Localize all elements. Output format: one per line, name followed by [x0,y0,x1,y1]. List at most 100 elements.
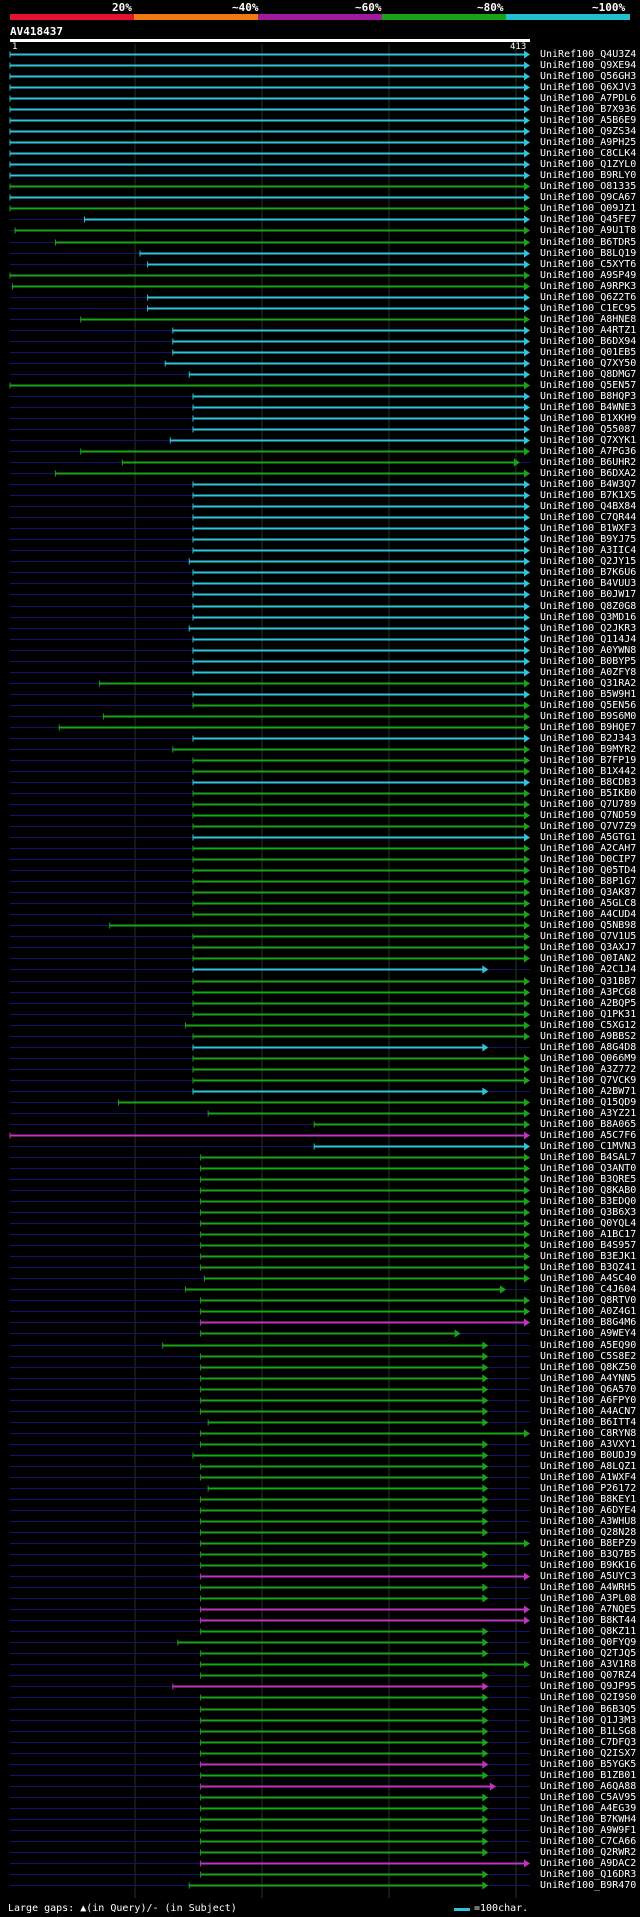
hit-row[interactable] [10,447,530,456]
hit-row[interactable] [9,171,530,180]
hit-label[interactable]: UniRef100_Q3AK87 [540,886,637,898]
hit-label[interactable]: UniRef100_B9R470 [540,1879,637,1891]
hit-row[interactable] [10,789,530,798]
hit-label[interactable]: UniRef100_B8LQ19 [540,247,637,259]
hit-row[interactable] [10,1429,530,1438]
hit-row[interactable] [10,877,530,886]
hit-row[interactable] [10,568,530,577]
hit-row[interactable] [10,1749,530,1758]
hit-label[interactable]: UniRef100_Q4BX84 [540,500,637,512]
hit-label[interactable]: UniRef100_A9W9F1 [540,1824,637,1836]
hit-row[interactable] [9,127,530,136]
hit-row[interactable] [10,392,530,401]
hit-row[interactable] [9,94,530,103]
hit-row[interactable] [9,381,530,390]
hit-row[interactable] [9,193,530,202]
hit-row[interactable] [10,690,530,699]
hit-row[interactable] [10,1881,530,1890]
hit-label[interactable]: UniRef100_A4WRH5 [540,1581,637,1593]
hit-row[interactable] [10,1032,530,1041]
hit-label[interactable]: UniRef100_Q8RTV0 [540,1294,637,1306]
hit-label[interactable]: UniRef100_Q8KAB0 [540,1184,637,1196]
hit-label[interactable]: UniRef100_A2BQP5 [540,997,637,1009]
hit-row[interactable] [10,1638,530,1647]
hit-row[interactable] [10,1550,530,1559]
hit-row[interactable] [10,326,530,335]
hit-row[interactable] [10,1274,530,1283]
hit-row[interactable] [10,1407,530,1416]
hit-row[interactable] [10,646,530,655]
hit-row[interactable] [10,1705,530,1714]
hit-row[interactable] [10,1120,530,1129]
hit-label[interactable]: UniRef100_Q16DR3 [540,1868,637,1880]
hit-row[interactable] [10,1804,530,1813]
hit-label[interactable]: UniRef100_A4RTZ1 [540,324,637,336]
hit-label[interactable]: UniRef100_B7KWH4 [540,1813,637,1825]
hit-row[interactable] [10,624,530,633]
hit-row[interactable] [10,866,530,875]
hit-row[interactable] [10,370,530,379]
hit-label[interactable]: UniRef100_A0Z4G1 [540,1305,637,1317]
hit-label[interactable]: UniRef100_Q2RWR2 [540,1846,637,1858]
hit-label[interactable]: UniRef100_A4YNN5 [540,1372,637,1384]
hit-label[interactable]: UniRef100_B2J343 [540,732,637,744]
hit-row[interactable] [10,1241,530,1250]
hit-row[interactable] [10,767,530,776]
hit-label[interactable]: UniRef100_Q45FE7 [540,213,637,225]
hit-row[interactable] [10,282,530,291]
hit-row[interactable] [10,1782,530,1791]
hit-label[interactable]: UniRef100_A5B6E9 [540,114,637,126]
hit-row[interactable] [10,1010,530,1019]
hit-row[interactable] [9,61,530,70]
hit-label[interactable]: UniRef100_A8LQZ1 [540,1460,637,1472]
hit-label[interactable]: UniRef100_C5XG12 [540,1019,637,1031]
hit-row[interactable] [10,249,530,258]
hit-row[interactable] [10,910,530,919]
hit-row[interactable] [10,590,530,599]
hit-label[interactable]: UniRef100_B9MYR2 [540,743,637,755]
hit-label[interactable]: UniRef100_B3Q7B5 [540,1548,637,1560]
hit-row[interactable] [10,348,530,357]
hit-row[interactable] [10,1087,530,1096]
hit-row[interactable] [10,480,530,489]
hit-row[interactable] [10,1649,530,1658]
hit-label[interactable]: UniRef100_A5C7F6 [540,1129,637,1141]
hit-row[interactable] [10,1307,530,1316]
hit-row[interactable] [10,260,530,269]
hit-label[interactable]: UniRef100_Q0FYQ9 [540,1636,637,1648]
hit-row[interactable] [10,458,530,467]
hit-row[interactable] [10,1021,530,1030]
hit-row[interactable] [10,436,530,445]
hit-row[interactable] [10,668,530,677]
hit-label[interactable]: UniRef100_Q2JKR3 [540,622,637,634]
hit-label[interactable]: UniRef100_C5AV95 [540,1791,637,1803]
hit-label[interactable]: UniRef100_B7FP19 [540,754,637,766]
hit-label[interactable]: UniRef100_Q3ANT0 [540,1162,637,1174]
hit-label[interactable]: UniRef100_B1X442 [540,765,637,777]
hit-label[interactable]: UniRef100_Q56GH3 [540,70,637,82]
hit-label[interactable]: UniRef100_B6TDR5 [540,236,637,248]
hit-row[interactable] [10,1186,530,1195]
hit-label[interactable]: UniRef100_Q7ND59 [540,809,637,821]
hit-label[interactable]: UniRef100_A9BBS2 [540,1030,637,1042]
hit-row[interactable] [10,1230,530,1239]
hit-label[interactable]: UniRef100_A3PL08 [540,1592,637,1604]
hit-row[interactable] [10,1572,530,1581]
hit-row[interactable] [10,613,530,622]
hit-row[interactable] [10,1727,530,1736]
hit-label[interactable]: UniRef100_Q1ZYL0 [540,158,637,170]
hit-row[interactable] [10,425,530,434]
hit-label[interactable]: UniRef100_C5XYT6 [540,258,637,270]
hit-label[interactable]: UniRef100_Q3MD16 [540,611,637,623]
hit-row[interactable] [10,1263,530,1272]
hit-row[interactable] [10,1793,530,1802]
hit-label[interactable]: UniRef100_Q4U3Z4 [540,48,637,60]
hit-label[interactable]: UniRef100_A7PG36 [540,445,637,457]
hit-label[interactable]: UniRef100_B9YJ75 [540,533,637,545]
hit-label[interactable]: UniRef100_Q0IAN2 [540,952,637,964]
hit-label[interactable]: UniRef100_A8HNE8 [540,313,637,325]
hit-label[interactable]: UniRef100_Q15QD9 [540,1096,637,1108]
hit-row[interactable] [10,1109,530,1118]
hit-label[interactable]: UniRef100_B3QRE5 [540,1173,637,1185]
hit-row[interactable] [10,1848,530,1857]
